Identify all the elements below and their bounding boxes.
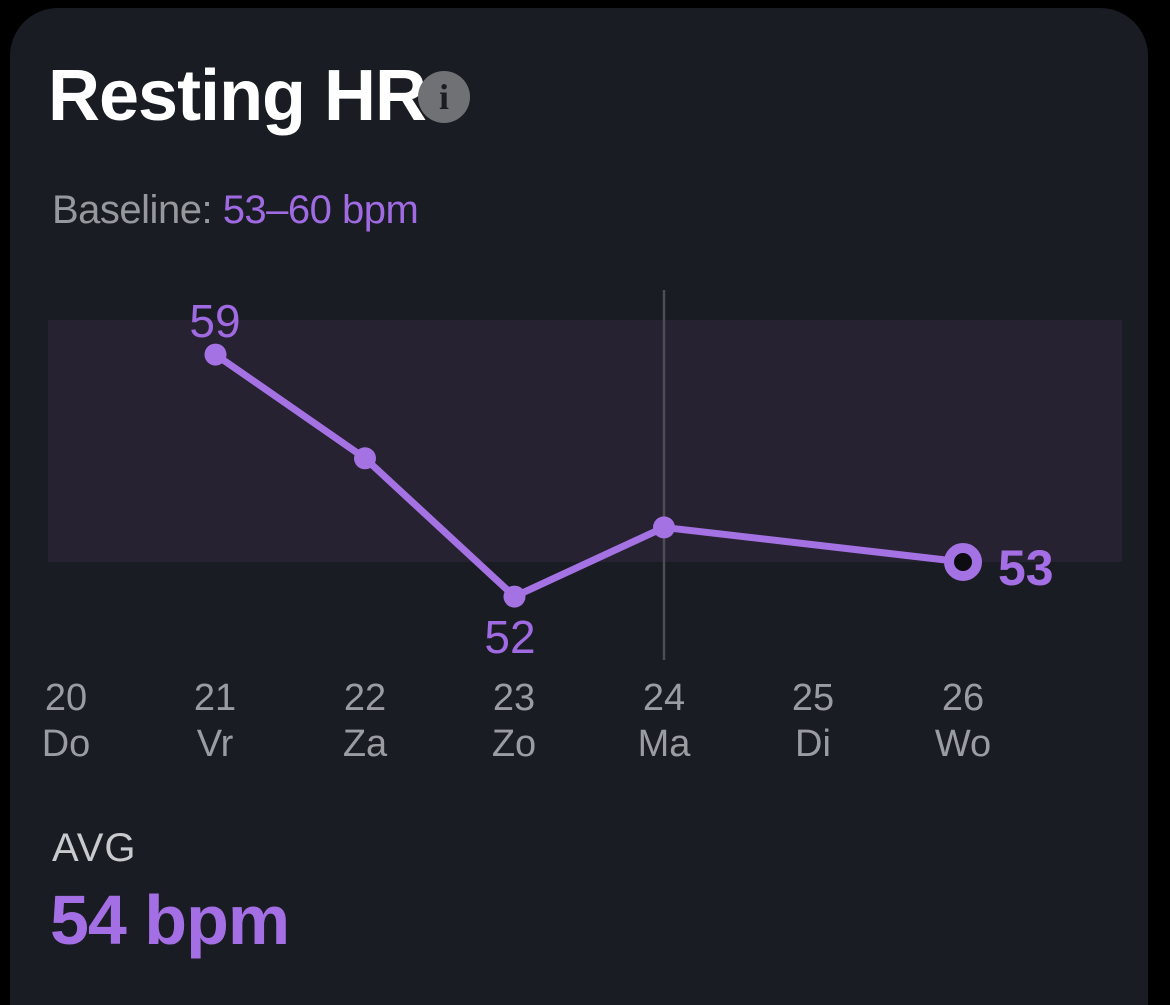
axis-date: 26: [941, 677, 985, 719]
data-point-marker: [503, 585, 526, 608]
axis-label-26: 26 Wo: [935, 678, 991, 764]
axis-date: 23: [492, 677, 536, 719]
point-label-52: 52: [484, 611, 536, 663]
hr-chart-svg: [48, 290, 1122, 660]
axis-label-23: 23 Zo: [492, 678, 536, 764]
axis-day: Do: [41, 723, 91, 765]
page-title: Resting HR: [48, 56, 427, 136]
info-icon[interactable]: i: [418, 71, 470, 123]
data-point-marker: [204, 343, 227, 366]
point-label-53: 53: [998, 540, 1054, 596]
axis-label-21: 21 Vr: [194, 678, 236, 764]
data-point-marker: [653, 516, 675, 539]
info-icon-glyph: i: [438, 77, 449, 117]
axis-day: Ma: [637, 723, 691, 765]
baseline-row: Baseline: 53–60 bpm: [52, 188, 419, 232]
avg-value: 54 bpm: [50, 881, 290, 959]
axis-label-24: 24 Ma: [638, 678, 691, 764]
x-axis: 20 Do 21 Vr 22 Za 23 Zo 24 Ma 25 Di 26 W…: [0, 678, 1170, 778]
axis-day: Di: [795, 723, 831, 765]
avg-label: AVG: [52, 826, 137, 870]
axis-day: Wo: [934, 723, 992, 765]
data-point-marker: [354, 447, 376, 470]
axis-day: Vr: [196, 723, 234, 765]
baseline-value: 53–60 bpm: [222, 188, 419, 232]
axis-date: 25: [791, 677, 835, 719]
data-point-marker-latest: [944, 543, 982, 581]
axis-date: 21: [193, 677, 237, 719]
axis-day: Zo: [491, 723, 537, 765]
axis-day: Za: [342, 723, 388, 765]
axis-label-20: 20 Do: [42, 678, 91, 764]
axis-label-22: 22 Za: [343, 678, 387, 764]
baseline-label: Baseline:: [52, 188, 213, 232]
axis-date: 22: [343, 677, 387, 719]
axis-date: 20: [44, 677, 88, 719]
point-label-59: 59: [189, 295, 241, 347]
axis-label-25: 25 Di: [792, 678, 834, 764]
axis-date: 24: [642, 677, 686, 719]
